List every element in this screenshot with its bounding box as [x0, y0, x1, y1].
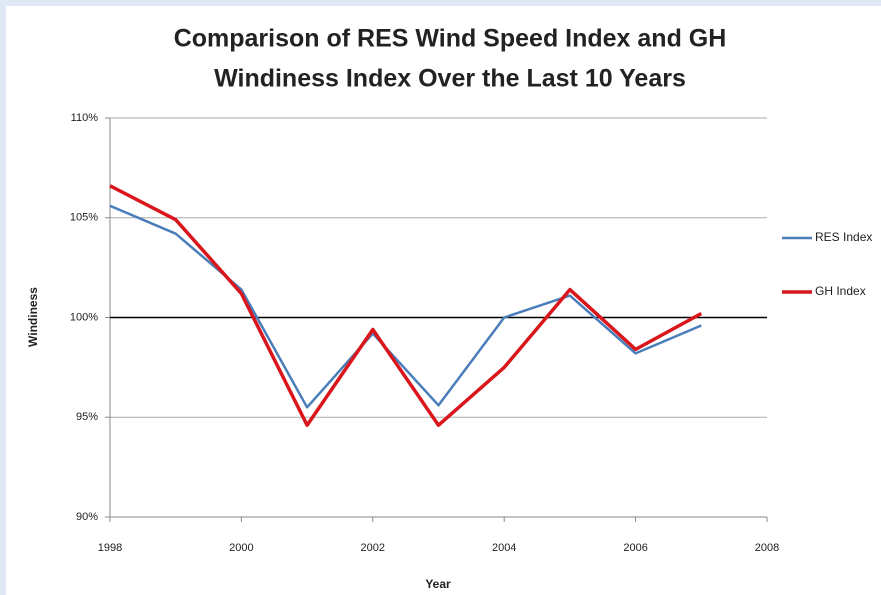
series-line — [109, 204, 702, 409]
panel — [6, 6, 881, 595]
legend-label: RES Index — [815, 230, 872, 244]
series-line — [109, 184, 703, 427]
y-tick-label: 110% — [71, 112, 99, 124]
y-tick-label: 90% — [76, 511, 98, 523]
y-axis-label: Windiness — [26, 287, 40, 347]
x-tick-label: 2000 — [229, 542, 253, 554]
chart-title: Comparison of RES Wind Speed Index and G… — [174, 25, 727, 53]
legend-label: GH Index — [815, 284, 866, 298]
x-tick-label: 1998 — [98, 542, 122, 554]
x-tick-label: 2006 — [623, 542, 647, 554]
x-axis-label: Year — [425, 577, 451, 591]
y-tick-label: 95% — [76, 411, 98, 423]
y-tick-label: 105% — [70, 212, 98, 224]
y-tick-label: 100% — [70, 311, 98, 323]
x-tick-label: 2004 — [492, 542, 516, 554]
chart-title: Windiness Index Over the Last 10 Years — [214, 65, 686, 93]
x-tick-label: 2008 — [755, 542, 779, 554]
x-tick-label: 2002 — [361, 542, 385, 554]
